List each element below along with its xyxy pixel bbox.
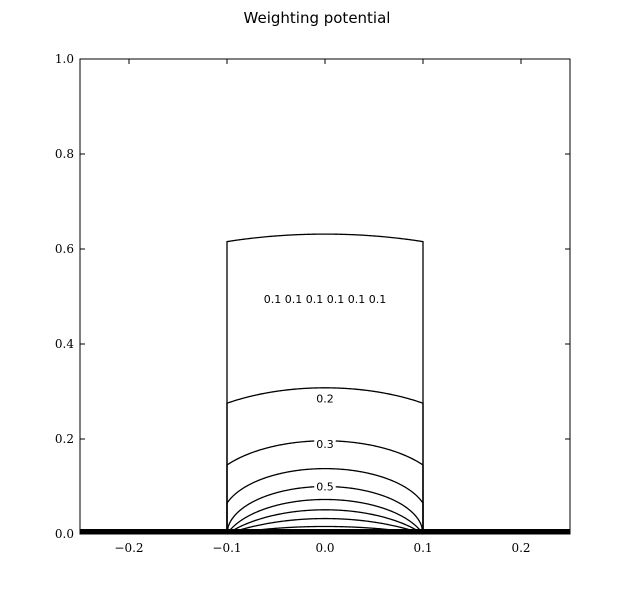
x-tick-label: 0.0 bbox=[315, 541, 334, 555]
contour-line-0.1 bbox=[226, 233, 424, 534]
y-tick-label: 0.8 bbox=[55, 147, 74, 161]
contour-line-0.8 bbox=[226, 517, 424, 535]
contour-label: 0.3 bbox=[316, 438, 334, 451]
chart-title: Weighting potential bbox=[244, 9, 391, 27]
contour-line-0.4 bbox=[226, 467, 424, 534]
contour-label-background bbox=[314, 437, 336, 451]
y-tick-label: 0.4 bbox=[55, 337, 74, 351]
contour-label-background bbox=[261, 292, 389, 306]
contour-label: 0.1 0.1 0.1 0.1 0.1 0.1 bbox=[264, 293, 386, 306]
x-tick-label: 0.2 bbox=[511, 541, 530, 555]
x-tick-label: 0.1 bbox=[413, 541, 432, 555]
contour-label: 0.5 bbox=[316, 481, 334, 494]
y-tick-label: 0.6 bbox=[55, 242, 74, 256]
contour-label: 0.2 bbox=[316, 393, 334, 406]
y-tick-label: 0.2 bbox=[55, 432, 74, 446]
y-tick-label: 1.0 bbox=[55, 52, 74, 66]
x-tick-label: −0.1 bbox=[212, 541, 241, 555]
contour-label-background bbox=[314, 392, 336, 406]
y-tick-label: 0.0 bbox=[55, 527, 74, 541]
y-axis: 0.0 0.2 0.4 0.6 0.8 1.0 bbox=[55, 52, 570, 541]
contour-labels: 0.1 0.1 0.1 0.1 0.1 0.1 0.2 0.3 0.5 bbox=[261, 292, 389, 494]
contour-line-0.7 bbox=[226, 509, 424, 535]
x-tick-label: −0.2 bbox=[114, 541, 143, 555]
contour-label-background bbox=[314, 480, 336, 494]
contour-line-0.6 bbox=[226, 498, 424, 535]
x-axis: −0.2 −0.1 0.0 0.1 0.2 bbox=[114, 59, 531, 555]
contour-line-0.2 bbox=[226, 387, 424, 534]
